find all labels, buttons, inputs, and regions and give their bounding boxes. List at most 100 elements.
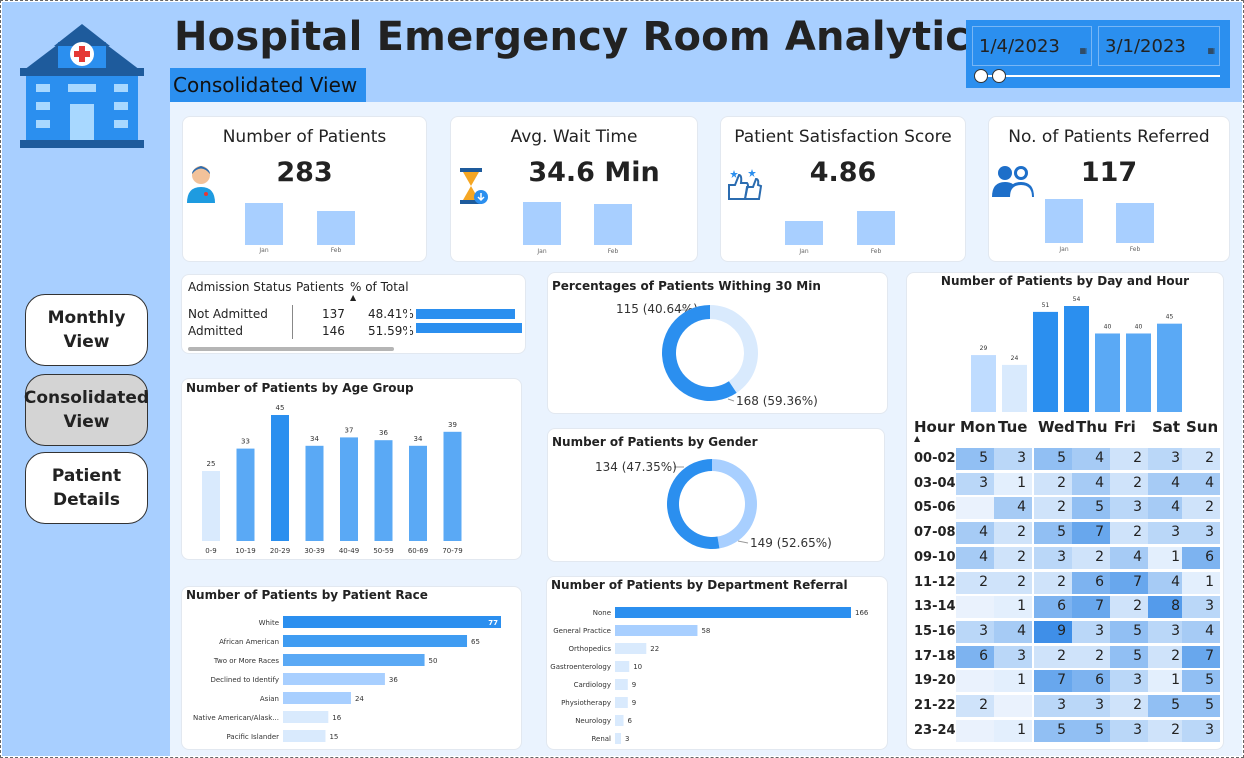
race-bar[interactable] — [283, 673, 385, 685]
heatmap-cell[interactable]: 2 — [1034, 472, 1072, 495]
heatmap-cell[interactable]: 3 — [1110, 497, 1148, 520]
race-bar[interactable] — [283, 730, 326, 742]
heatmap-cell[interactable]: 3 — [1072, 620, 1110, 643]
heatmap-cell[interactable]: 6 — [1072, 571, 1110, 594]
heatmap-cell[interactable]: 5 — [1034, 448, 1072, 470]
heatmap-cell[interactable]: 1 — [994, 596, 1032, 619]
calendar-icon[interactable]: ▦ — [1207, 46, 1215, 55]
heatmap-cell[interactable]: 2 — [1110, 695, 1148, 717]
heatmap-cell[interactable]: 3 — [956, 620, 994, 643]
age-bar[interactable] — [443, 431, 462, 541]
date-slider-start-handle[interactable] — [974, 69, 988, 83]
heatmap-cell[interactable]: 6 — [1072, 670, 1110, 693]
sort-arrow-icon[interactable]: ▲ — [350, 293, 357, 302]
heatmap-cell[interactable]: 2 — [956, 571, 994, 594]
heatmap-cell[interactable]: 4 — [956, 522, 994, 545]
race-bar[interactable] — [283, 692, 351, 704]
heatmap-cell[interactable]: 2 — [1072, 645, 1110, 668]
heatmap-column-header[interactable]: Tue — [998, 418, 1028, 436]
day-bar[interactable] — [1002, 364, 1027, 412]
race-bar[interactable] — [283, 654, 425, 666]
heatmap-cell[interactable]: 2 — [1034, 571, 1072, 594]
heatmap-cell[interactable]: 5 — [1072, 719, 1110, 742]
donut-slice[interactable] — [710, 305, 758, 393]
heatmap-cell[interactable]: 4 — [994, 620, 1032, 643]
heatmap-cell[interactable]: 4 — [1110, 546, 1148, 569]
heatmap-cell[interactable]: 2 — [1034, 645, 1072, 668]
day-bar[interactable] — [1157, 323, 1182, 412]
heatmap-cell[interactable]: 4 — [1182, 620, 1220, 643]
heatmap-cell[interactable]: 1 — [1182, 571, 1220, 594]
heatmap-cell[interactable]: 3 — [1034, 546, 1072, 569]
heatmap-cell[interactable]: 3 — [1182, 596, 1220, 619]
department-bar[interactable] — [615, 625, 698, 636]
heatmap-column-header[interactable]: Sat — [1152, 418, 1181, 436]
date-slider-track[interactable] — [980, 75, 1220, 77]
heatmap-cell[interactable]: 2 — [1182, 448, 1220, 470]
heatmap-column-header[interactable]: Sun — [1186, 418, 1219, 436]
day-bar[interactable] — [1126, 333, 1151, 412]
heatmap-cell[interactable]: 2 — [1034, 497, 1072, 520]
race-bar[interactable] — [283, 635, 468, 647]
heatmap-cell[interactable]: 2 — [994, 522, 1032, 545]
heatmap-cell[interactable]: 4 — [1148, 472, 1186, 495]
heatmap-cell[interactable]: 1 — [994, 670, 1032, 693]
heatmap-cell[interactable]: 2 — [1148, 645, 1186, 668]
heatmap-cell[interactable]: 3 — [994, 448, 1032, 470]
age-bar[interactable] — [271, 415, 289, 541]
heatmap-cell[interactable]: 2 — [1110, 522, 1148, 545]
table-header-patients[interactable]: Patients — [296, 280, 345, 294]
department-bar[interactable] — [615, 643, 647, 654]
heatmap-cell[interactable]: 3 — [1148, 522, 1186, 545]
end-date-input[interactable]: 3/1/2023 ▦ — [1098, 26, 1220, 66]
heatmap-cell[interactable]: 4 — [1148, 571, 1186, 594]
heatmap-cell[interactable]: 7 — [1072, 596, 1110, 619]
heatmap-cell[interactable]: 6 — [1182, 546, 1220, 569]
heatmap-column-header[interactable]: Fri — [1114, 418, 1136, 436]
heatmap-cell[interactable]: 6 — [956, 645, 994, 668]
day-bar[interactable] — [971, 355, 996, 412]
heatmap-cell[interactable]: 3 — [956, 472, 994, 495]
heatmap-cell[interactable]: 4 — [1072, 472, 1110, 495]
heatmap-cell[interactable]: 3 — [1182, 719, 1220, 742]
day-bar[interactable] — [1033, 311, 1058, 412]
age-bar[interactable] — [409, 445, 427, 541]
heatmap-cell[interactable]: 4 — [994, 497, 1032, 520]
sort-arrow-icon[interactable]: ▲ — [914, 434, 921, 443]
heatmap-cell[interactable]: 5 — [1110, 620, 1148, 643]
donut-slice[interactable] — [662, 305, 737, 401]
heatmap-cell[interactable]: 1 — [994, 719, 1032, 742]
day-bar[interactable] — [1064, 306, 1089, 412]
heatmap-cell[interactable]: 4 — [956, 546, 994, 569]
day-bar[interactable] — [1095, 333, 1120, 412]
heatmap-cell[interactable] — [956, 596, 994, 619]
heatmap-column-header[interactable]: Wed — [1038, 418, 1075, 436]
heatmap-cell[interactable]: 5 — [1072, 497, 1110, 520]
department-bar[interactable] — [615, 733, 621, 744]
heatmap-cell[interactable] — [956, 497, 994, 520]
heatmap-column-header[interactable]: Thu — [1076, 418, 1108, 436]
department-bar[interactable] — [615, 607, 851, 618]
monthly-view-button[interactable]: Monthly View — [25, 294, 148, 366]
age-bar[interactable] — [374, 440, 393, 541]
heatmap-cell[interactable]: 1 — [994, 472, 1032, 495]
heatmap-row-header[interactable]: Hour — [914, 418, 955, 436]
heatmap-cell[interactable]: 3 — [1034, 695, 1072, 717]
heatmap-cell[interactable] — [994, 695, 1032, 717]
age-bar[interactable] — [340, 437, 358, 541]
heatmap-cell[interactable]: 9 — [1034, 620, 1072, 643]
heatmap-cell[interactable]: 2 — [1110, 448, 1148, 470]
heatmap-cell[interactable]: 5 — [1110, 645, 1148, 668]
age-bar[interactable] — [236, 448, 255, 541]
heatmap-cell[interactable]: 2 — [994, 546, 1032, 569]
heatmap-cell[interactable]: 2 — [1072, 546, 1110, 569]
heatmap-cell[interactable]: 5 — [1034, 522, 1072, 545]
department-bar[interactable] — [615, 697, 628, 708]
heatmap-cell[interactable]: 3 — [1182, 522, 1220, 545]
heatmap-cell[interactable]: 6 — [1034, 596, 1072, 619]
consolidated-view-button[interactable]: Consolidated View — [24, 374, 149, 446]
heatmap-cell[interactable]: 7 — [1110, 571, 1148, 594]
table-header-pct[interactable]: % of Total — [350, 280, 409, 294]
heatmap-cell[interactable]: 2 — [994, 571, 1032, 594]
heatmap-cell[interactable]: 5 — [956, 448, 994, 470]
